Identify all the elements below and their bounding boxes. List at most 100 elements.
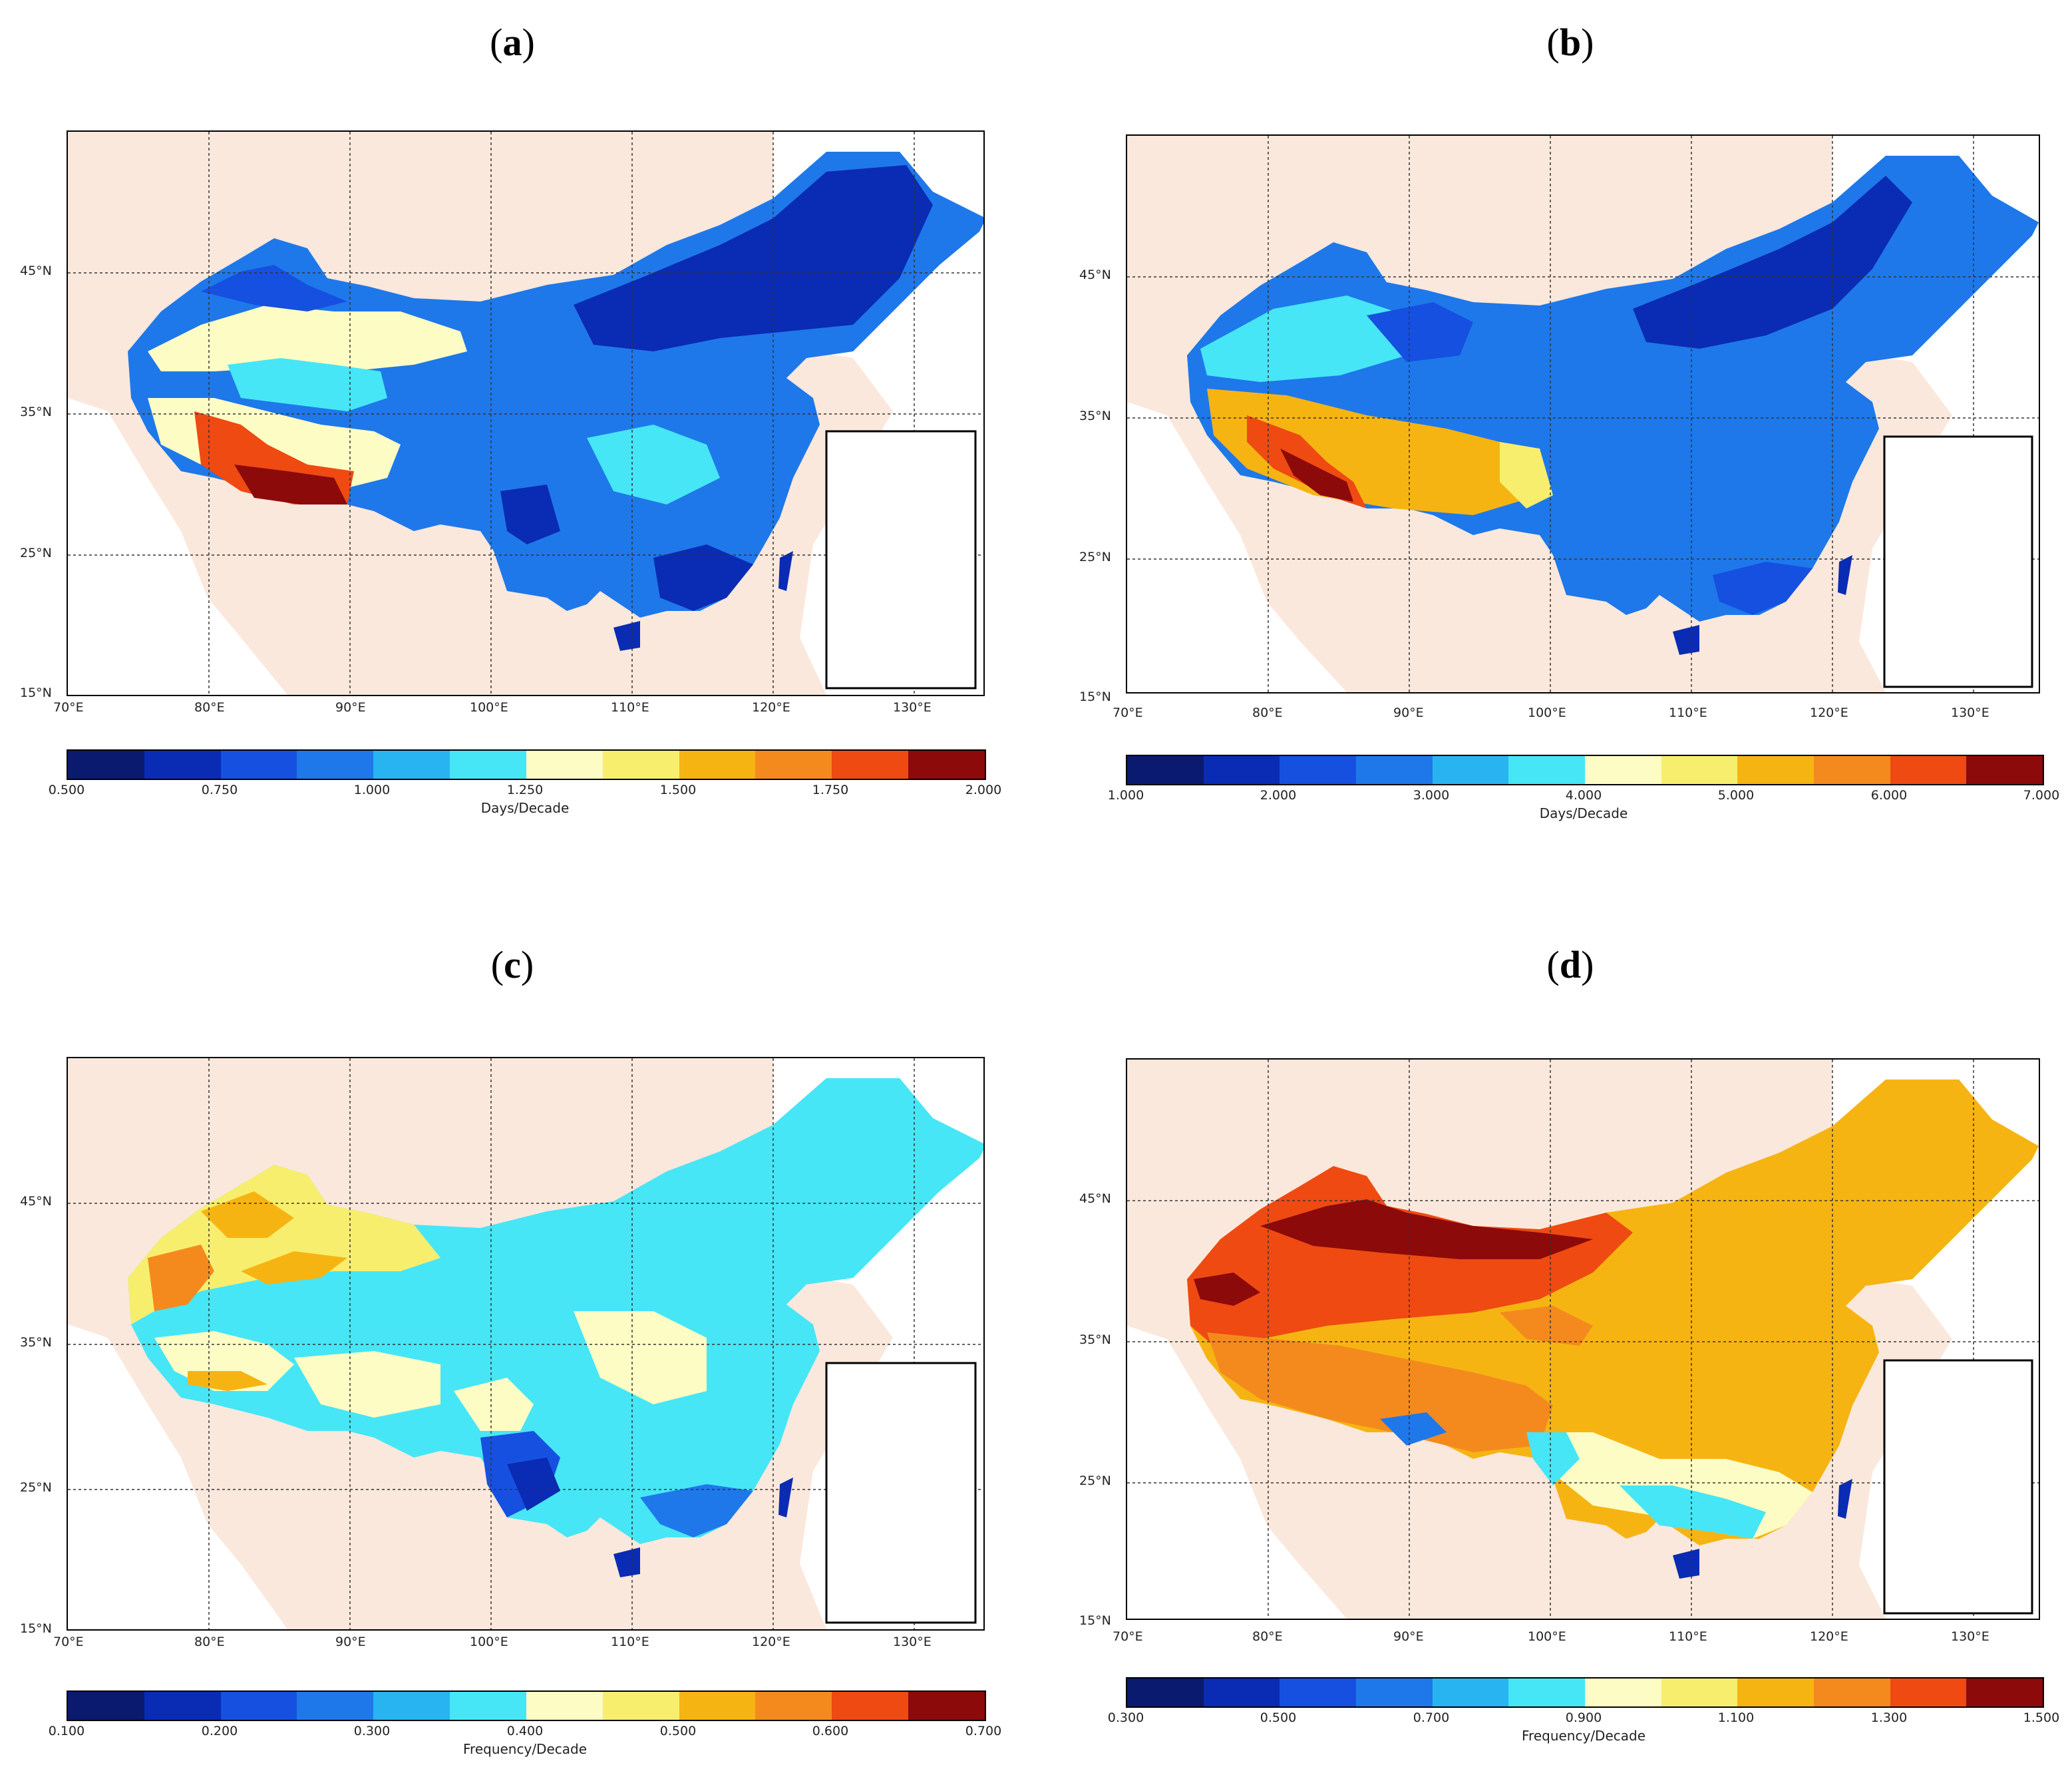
colorbar-a-tick: 1.500	[659, 783, 697, 797]
colorbar-a-tick: 1.750	[812, 783, 849, 797]
colorbar-swatch	[679, 751, 756, 779]
colorbar-c-tick: 0.600	[812, 1724, 849, 1738]
colorbar-b-tick: 2.000	[1260, 788, 1297, 803]
colorbar-swatch	[68, 751, 144, 779]
lon-label-a-5: 120°E	[752, 700, 790, 715]
colorbar-a	[67, 749, 986, 780]
colorbar-swatch	[297, 751, 374, 779]
colorbar-swatch	[1356, 756, 1433, 784]
lon-label-a-3: 100°E	[470, 700, 508, 715]
colorbar-swatch	[1203, 756, 1280, 784]
colorbar-d	[1126, 1677, 2044, 1708]
lon-label-b-3: 100°E	[1528, 705, 1566, 720]
lon-label-a-6: 130°E	[893, 700, 932, 715]
colorbar-swatch	[1280, 756, 1357, 784]
colorbar-swatch	[220, 1692, 297, 1720]
colorbar-swatch	[450, 1692, 526, 1720]
colorbar-a-tick: 0.500	[48, 783, 85, 797]
colorbar-swatch	[1737, 1679, 1814, 1706]
panel-label-d: (d)	[1546, 943, 1594, 986]
colorbar-c-tick: 0.400	[506, 1724, 544, 1738]
colorbar-swatch	[1890, 1679, 1967, 1706]
colorbar-swatch	[602, 751, 679, 779]
lat-label-a-0: 45°N	[20, 264, 52, 278]
colorbar-swatch	[1814, 1679, 1890, 1706]
colorbar-swatch	[1814, 756, 1890, 784]
colorbar-d-tick: 0.500	[1260, 1710, 1297, 1725]
colorbar-swatch	[1280, 1679, 1357, 1706]
colorbar-swatch	[1508, 756, 1586, 784]
lat-label-d-1: 35°N	[1079, 1332, 1111, 1347]
colorbar-b-tick: 1.000	[1107, 788, 1144, 803]
lon-label-d-3: 100°E	[1528, 1629, 1566, 1644]
lat-label-c-2: 25°N	[20, 1480, 52, 1495]
map-a	[67, 130, 985, 696]
lon-label-b-2: 90°E	[1393, 705, 1424, 720]
colorbar-a-unit: Days/Decade	[480, 800, 570, 816]
lon-label-b-1: 80°E	[1252, 705, 1283, 720]
colorbar-swatch	[755, 751, 832, 779]
colorbar-swatch	[1508, 1679, 1586, 1706]
map-d-graphic	[1127, 1060, 2039, 1619]
lon-label-c-3: 100°E	[470, 1635, 508, 1649]
colorbar-c-tick: 0.100	[48, 1724, 85, 1738]
lon-label-b-5: 120°E	[1810, 705, 1848, 720]
lat-label-c-3: 15°N	[20, 1621, 52, 1636]
colorbar-swatch	[144, 751, 221, 779]
colorbar-a-tick: 1.250	[506, 783, 544, 797]
colorbar-swatch	[1432, 1679, 1509, 1706]
lon-label-c-1: 80°E	[194, 1635, 225, 1649]
map-b	[1126, 134, 2040, 694]
colorbar-swatch	[755, 1692, 832, 1720]
colorbar-swatch	[68, 1692, 144, 1720]
map-b-graphic	[1127, 136, 2039, 692]
colorbar-swatch	[144, 1692, 221, 1720]
map-a-graphic	[68, 132, 983, 695]
colorbar-swatch	[1585, 756, 1661, 784]
colorbar-swatch	[908, 1692, 985, 1720]
colorbar-d-tick: 0.900	[1565, 1710, 1602, 1725]
colorbar-swatch	[1890, 756, 1967, 784]
colorbar-swatch	[220, 751, 297, 779]
colorbar-d-tick: 0.700	[1413, 1710, 1450, 1725]
colorbar-swatch	[1127, 1679, 1204, 1706]
colorbar-swatch	[1432, 756, 1509, 784]
colorbar-swatch	[1966, 756, 2043, 784]
lat-label-b-2: 25°N	[1079, 550, 1111, 564]
colorbar-swatch	[1661, 756, 1738, 784]
colorbar-b-tick: 3.000	[1413, 788, 1450, 803]
colorbar-d-tick: 1.300	[1870, 1710, 1908, 1725]
colorbar-swatch	[832, 751, 909, 779]
colorbar-b-tick: 7.000	[2023, 788, 2060, 803]
colorbar-swatch	[450, 751, 526, 779]
colorbar-swatch	[297, 1692, 374, 1720]
lon-label-b-0: 70°E	[1113, 705, 1143, 720]
colorbar-swatch	[602, 1692, 679, 1720]
lat-label-b-0: 45°N	[1079, 268, 1111, 282]
colorbar-c	[67, 1690, 986, 1721]
colorbar-c-unit: Frequency/Decade	[462, 1741, 588, 1757]
colorbar-a-tick: 1.000	[353, 783, 391, 797]
lat-label-c-1: 35°N	[20, 1335, 52, 1350]
lon-label-a-4: 110°E	[611, 700, 649, 715]
colorbar-swatch	[908, 751, 985, 779]
lat-label-d-3: 15°N	[1079, 1613, 1111, 1628]
lat-label-c-0: 45°N	[20, 1194, 52, 1209]
colorbar-swatch	[526, 751, 603, 779]
colorbar-swatch	[1585, 1679, 1661, 1706]
lat-label-b-1: 35°N	[1079, 409, 1111, 423]
lon-label-a-0: 70°E	[53, 700, 84, 715]
lon-label-c-6: 130°E	[893, 1635, 932, 1649]
colorbar-swatch	[373, 1692, 450, 1720]
map-c	[67, 1057, 985, 1631]
lon-label-b-6: 130°E	[1951, 705, 1989, 720]
colorbar-b	[1126, 755, 2044, 785]
colorbar-a-tick: 0.750	[201, 783, 238, 797]
lat-label-d-0: 45°N	[1079, 1191, 1111, 1206]
lon-label-b-4: 110°E	[1669, 705, 1707, 720]
lat-label-b-3: 15°N	[1079, 690, 1111, 704]
colorbar-c-tick: 0.500	[659, 1724, 697, 1738]
colorbar-swatch	[832, 1692, 909, 1720]
lon-label-a-1: 80°E	[194, 700, 225, 715]
lon-label-d-5: 120°E	[1810, 1629, 1848, 1644]
